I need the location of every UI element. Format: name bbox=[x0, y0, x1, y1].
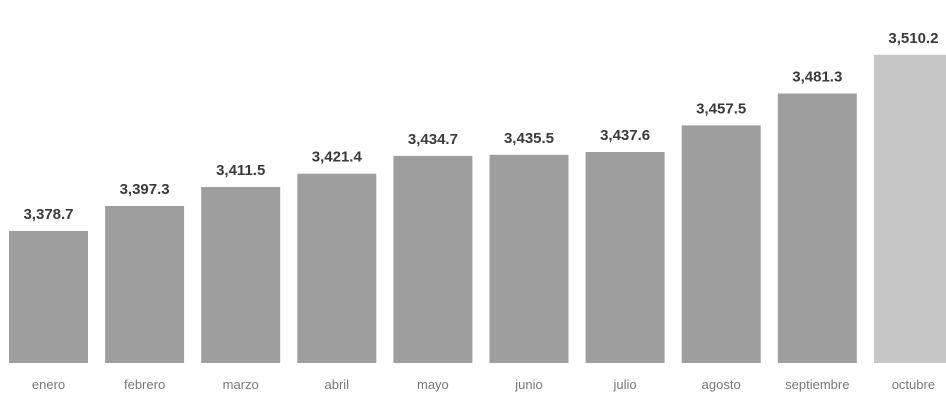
data-label-septiembre: 3,481.3 bbox=[792, 69, 842, 86]
bar-octubre bbox=[873, 54, 946, 364]
category-label-febrero: febrero bbox=[124, 377, 165, 392]
category-label-abril: abril bbox=[325, 377, 350, 392]
data-label-agosto: 3,457.5 bbox=[696, 100, 746, 117]
bar-mayo bbox=[393, 155, 473, 363]
bar-junio bbox=[489, 154, 569, 363]
category-label-enero: enero bbox=[32, 377, 65, 392]
bar-febrero bbox=[105, 206, 185, 363]
category-label-septiembre: septiembre bbox=[785, 377, 849, 392]
category-label-marzo: marzo bbox=[223, 377, 259, 392]
data-label-marzo: 3,411.5 bbox=[216, 162, 265, 179]
data-label-octubre: 3,510.2 bbox=[888, 30, 938, 47]
bar-abril bbox=[297, 173, 377, 363]
bar-enero bbox=[9, 230, 88, 363]
category-label-octubre: octubre bbox=[892, 377, 935, 392]
category-label-junio: junio bbox=[514, 377, 542, 392]
bar-marzo bbox=[201, 187, 281, 363]
bar-agosto bbox=[681, 125, 761, 364]
data-label-julio: 3,437.6 bbox=[600, 127, 650, 144]
data-label-febrero: 3,397.3 bbox=[120, 181, 170, 198]
category-label-mayo: mayo bbox=[417, 377, 449, 392]
bar-julio bbox=[585, 152, 665, 363]
data-label-abril: 3,421.4 bbox=[312, 149, 363, 166]
data-label-junio: 3,435.5 bbox=[504, 130, 554, 147]
category-label-agosto: agosto bbox=[702, 377, 741, 392]
category-label-julio: julio bbox=[613, 377, 637, 392]
data-label-enero: 3,378.7 bbox=[23, 206, 73, 223]
bar-septiembre bbox=[777, 93, 857, 363]
data-label-mayo: 3,434.7 bbox=[408, 131, 458, 148]
